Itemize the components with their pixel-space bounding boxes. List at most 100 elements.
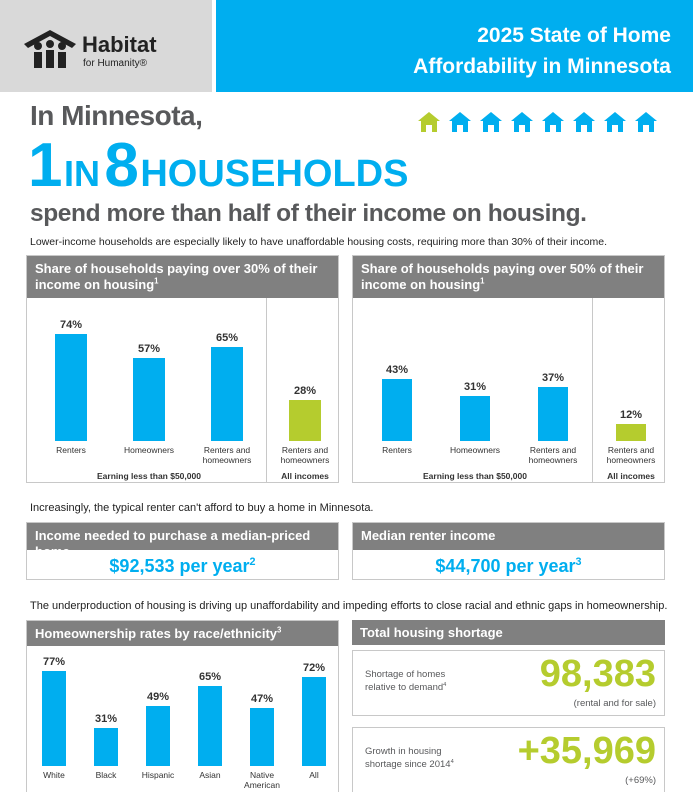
shortage-title: Total housing shortage bbox=[352, 620, 665, 645]
data-label: 65% bbox=[215, 331, 239, 344]
shortage-label: Shortage of homes relative to demand4 bbox=[365, 668, 475, 694]
bar bbox=[55, 333, 87, 441]
bar bbox=[133, 358, 165, 441]
bar bbox=[211, 346, 243, 441]
footnote-ref: 1 bbox=[480, 276, 485, 286]
house-icons bbox=[418, 112, 657, 132]
stat-value-text: $44,700 per year bbox=[435, 556, 576, 576]
header-band: 2025 State of Home Affordability in Minn… bbox=[216, 0, 693, 92]
category-label: Renters and homeowners bbox=[202, 445, 252, 465]
group-label: All incomes bbox=[607, 471, 655, 481]
footnote-ref: 3 bbox=[277, 625, 282, 635]
chart-panel: Share of households paying over 30% of t… bbox=[26, 255, 339, 483]
footnote-ref: 3 bbox=[575, 556, 582, 568]
category-label: Renters bbox=[56, 445, 86, 455]
logo-icon bbox=[24, 30, 76, 68]
bar bbox=[94, 727, 118, 766]
logo-tagline: for Humanity® bbox=[83, 58, 148, 69]
shortage-detail: (+69%) bbox=[625, 775, 656, 786]
shortage-label: Growth in housing shortage since 20144 bbox=[365, 745, 475, 771]
chart-title-text: Homeownership rates by race/ethnicity bbox=[35, 626, 278, 641]
headline-word: IN bbox=[63, 153, 100, 194]
footnote-ref: 4 bbox=[443, 681, 447, 688]
bar bbox=[460, 396, 490, 441]
data-label: 31% bbox=[463, 381, 487, 394]
category-label: Hispanic bbox=[141, 770, 175, 780]
data-label: 31% bbox=[94, 712, 118, 725]
shortage-box: Shortage of homes relative to demand4 98… bbox=[352, 650, 665, 716]
stat-title: Median renter income bbox=[353, 523, 664, 550]
chart-title-text: Share of households paying over 30% of t… bbox=[35, 261, 318, 292]
group-label: Earning less than $50,000 bbox=[97, 471, 201, 481]
data-label: 77% bbox=[42, 656, 66, 669]
house-icons-rest bbox=[449, 112, 657, 132]
chart-panel: Share of households paying over 50% of t… bbox=[352, 255, 665, 483]
data-label: 49% bbox=[146, 690, 170, 703]
data-label: 43% bbox=[385, 363, 409, 376]
category-label: Renters and homeowners bbox=[280, 445, 330, 465]
bar bbox=[616, 423, 646, 441]
chart-title-text: Share of households paying over 50% of t… bbox=[361, 261, 644, 292]
data-label: 12% bbox=[619, 408, 643, 421]
footnote-ref: 2 bbox=[249, 556, 256, 568]
data-label: 72% bbox=[302, 662, 326, 675]
chart-title: Homeownership rates by race/ethnicity3 bbox=[27, 621, 338, 646]
headline-big: 1 IN 8 HOUSEHOLDS bbox=[28, 135, 409, 212]
shortage-box: Growth in housing shortage since 20144 +… bbox=[352, 727, 665, 792]
data-label: 74% bbox=[59, 318, 83, 331]
headline-intro: In Minnesota, bbox=[30, 100, 203, 131]
category-label: Homeowners bbox=[449, 445, 501, 455]
logo-area: Habitat for Humanity® bbox=[0, 0, 212, 92]
group-label: Earning less than $50,000 bbox=[423, 471, 527, 481]
group-divider bbox=[266, 298, 267, 482]
category-label: Renters and homeowners bbox=[606, 445, 656, 465]
headline-word: HOUSEHOLDS bbox=[140, 153, 409, 195]
category-label: Native American bbox=[244, 770, 280, 790]
subline: Lower-income households are especially l… bbox=[30, 236, 608, 248]
chart-title: Share of households paying over 30% of t… bbox=[27, 256, 338, 298]
data-label: 57% bbox=[137, 343, 161, 356]
section-intro: Increasingly, the typical renter can't a… bbox=[30, 502, 374, 514]
chart-panel: Homeownership rates by race/ethnicity3 7… bbox=[26, 620, 339, 792]
shortage-panel: Total housing shortage Shortage of homes… bbox=[352, 620, 665, 792]
bar bbox=[146, 705, 170, 766]
data-label: 37% bbox=[541, 372, 565, 385]
footnote-ref: 4 bbox=[450, 758, 454, 765]
header-title-line: Affordability in Minnesota bbox=[413, 55, 671, 78]
bar bbox=[198, 686, 222, 766]
section-intro: The underproduction of housing is drivin… bbox=[30, 600, 668, 612]
logo-name: Habitat bbox=[82, 32, 157, 57]
headline-number: 1 bbox=[28, 131, 63, 200]
shortage-label-text: Shortage of homes relative to demand bbox=[365, 669, 446, 693]
category-label: Black bbox=[95, 770, 117, 780]
category-label: Homeowners bbox=[123, 445, 175, 455]
footnote-ref: 1 bbox=[154, 276, 159, 286]
bar bbox=[538, 387, 568, 441]
shortage-detail: (rental and for sale) bbox=[573, 698, 656, 709]
data-label: 28% bbox=[293, 385, 317, 398]
stat-value: $92,533 per year2 bbox=[27, 550, 338, 579]
bar bbox=[302, 677, 326, 766]
category-label: Asian bbox=[199, 770, 221, 780]
shortage-value: 98,383 bbox=[539, 653, 656, 695]
headline-rest: spend more than half of their income on … bbox=[30, 200, 587, 227]
stat-box: Income needed to purchase a median-price… bbox=[26, 522, 339, 580]
stat-value: $44,700 per year3 bbox=[353, 550, 664, 579]
bar bbox=[42, 671, 66, 766]
stat-value-text: $92,533 per year bbox=[109, 556, 250, 576]
category-label: White bbox=[43, 770, 65, 780]
group-label: All incomes bbox=[281, 471, 329, 481]
stat-title: Income needed to purchase a median-price… bbox=[27, 523, 338, 559]
bar bbox=[382, 378, 412, 441]
shortage-label-text: Growth in housing shortage since 2014 bbox=[365, 746, 451, 770]
category-label: Renters bbox=[382, 445, 412, 455]
group-divider bbox=[592, 298, 593, 482]
bar bbox=[250, 708, 274, 766]
data-label: 65% bbox=[198, 671, 222, 684]
headline-number: 8 bbox=[104, 131, 139, 200]
shortage-value: +35,969 bbox=[517, 730, 656, 772]
category-label: All bbox=[309, 770, 319, 780]
bar bbox=[289, 400, 321, 441]
house-icon bbox=[418, 112, 440, 132]
